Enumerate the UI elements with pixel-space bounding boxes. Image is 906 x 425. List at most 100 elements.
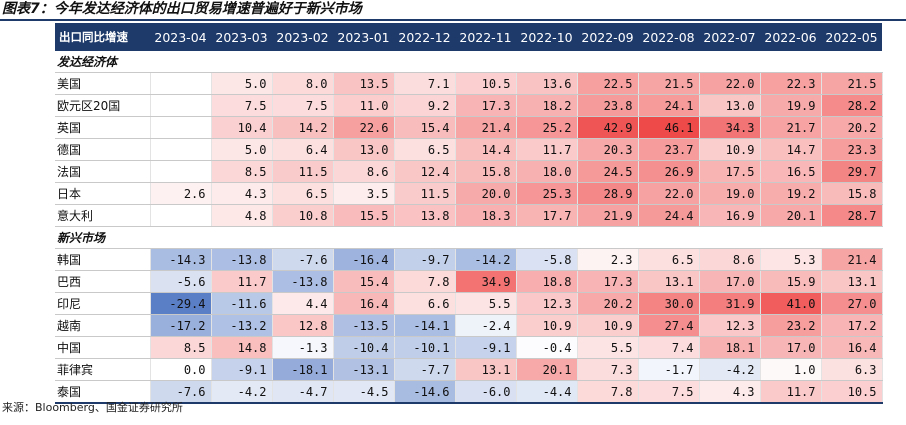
value-cell: 12.4 — [394, 160, 456, 183]
value-cell: 16.9 — [699, 204, 761, 227]
value-cell — [150, 116, 212, 139]
table-row: 菲律宾 0.0 -9.1 -18.1 -13.1 -7.7 13.1 20.1 7.3 -1.7-… — [55, 358, 883, 381]
value-cell: -1.7 — [638, 358, 700, 381]
value-cell: 21.4 — [821, 248, 883, 271]
value-cell: -9.7 — [394, 248, 456, 271]
value-cell: 10.4 — [211, 116, 273, 139]
value-cell: 16.4 — [821, 336, 883, 359]
value-cell: 7.3 — [577, 358, 639, 381]
value-cell: 14.4 — [455, 138, 517, 161]
value-cell: -7.6 — [150, 380, 212, 404]
table-row: 法国 8.5 11.5 8.6 12.4 15.8 18.0 24.5 26.9 17.5 16.5… — [55, 160, 883, 183]
value-cell: -4.2 — [699, 358, 761, 381]
value-cell: 46.1 — [638, 116, 700, 139]
value-cell: 13.8 — [394, 204, 456, 227]
value-cell: 26.9 — [638, 160, 700, 183]
header-month: 2022-11 — [455, 23, 516, 51]
value-cell: 11.0 — [333, 94, 395, 117]
value-cell: 6.3 — [821, 358, 883, 381]
section-row: 新兴市场 — [55, 226, 882, 249]
value-cell: 6.5 — [638, 248, 700, 271]
value-cell: -14.1 — [394, 314, 456, 337]
value-cell: -4.2 — [211, 380, 273, 404]
header-month: 2022-05 — [821, 23, 882, 51]
value-cell: 27.4 — [638, 314, 700, 337]
value-cell: 12.3 — [516, 292, 578, 315]
value-cell: 29.7 — [821, 160, 883, 183]
value-cell: 41.0 — [760, 292, 822, 315]
source-note: 来源：Bloomberg、国金证券研究所 — [2, 401, 183, 414]
table-row: 美国 5.0 8.0 13.5 7.1 10.5 13.6 22.5 21.5 22.0 22.3 2… — [55, 72, 883, 95]
value-cell: 21.9 — [577, 204, 639, 227]
value-cell: 10.5 — [455, 72, 517, 95]
value-cell: 18.8 — [516, 270, 578, 293]
table-row: 日本 2.6 4.3 6.5 3.5 11.5 20.0 25.3 28.9 22.0 19.0 19… — [55, 182, 883, 205]
country-label: 泰国 — [55, 380, 151, 404]
country-label: 德国 — [55, 138, 151, 161]
value-cell: -1.3 — [272, 336, 334, 359]
value-cell: 7.1 — [394, 72, 456, 95]
value-cell: 13.0 — [699, 94, 761, 117]
value-cell: 14.2 — [272, 116, 334, 139]
value-cell: -29.4 — [150, 292, 212, 315]
value-cell: 4.3 — [699, 380, 761, 404]
value-cell: 34.9 — [455, 270, 517, 293]
header-month: 2022-08 — [638, 23, 699, 51]
value-cell: 6.5 — [394, 138, 456, 161]
table-row: 德国 5.0 6.4 13.0 6.5 14.4 11.7 20.3 23.7 10.9 14.7 2… — [55, 138, 883, 161]
value-cell: -13.1 — [333, 358, 395, 381]
value-cell: 8.0 — [272, 72, 334, 95]
value-cell: 13.1 — [821, 270, 883, 293]
value-cell: -6.0 — [455, 380, 517, 404]
value-cell: 7.5 — [638, 380, 700, 404]
value-cell: 20.1 — [760, 204, 822, 227]
value-cell: 22.6 — [333, 116, 395, 139]
value-cell: 11.7 — [516, 138, 578, 161]
country-label: 意大利 — [55, 204, 151, 227]
table-row: 意大利 4.8 10.8 15.5 13.8 18.3 17.7 21.9 24.4 16.9 20… — [55, 204, 883, 227]
figure-title: 图表7：今年发达经济体的出口贸易增速普遍好于新兴市场 — [2, 1, 362, 17]
value-cell: -14.6 — [394, 380, 456, 404]
value-cell: 15.4 — [394, 116, 456, 139]
header-month: 2022-07 — [699, 23, 760, 51]
section-title: 新兴市场 — [55, 226, 882, 249]
value-cell: 9.2 — [394, 94, 456, 117]
title-rule — [0, 19, 906, 21]
value-cell: -18.1 — [272, 358, 334, 381]
value-cell: 2.6 — [150, 182, 212, 205]
value-cell: 13.6 — [516, 72, 578, 95]
value-cell: 17.7 — [516, 204, 578, 227]
section-row: 发达经济体 — [55, 51, 882, 73]
value-cell: -9.1 — [455, 336, 517, 359]
value-cell: 21.5 — [638, 72, 700, 95]
header-month: 2022-06 — [760, 23, 821, 51]
value-cell: 0.0 — [150, 358, 212, 381]
value-cell: -13.2 — [211, 314, 273, 337]
country-label: 美国 — [55, 72, 151, 95]
value-cell — [150, 94, 212, 117]
value-cell: 17.2 — [821, 314, 883, 337]
value-cell: 15.8 — [821, 182, 883, 205]
value-cell: 25.2 — [516, 116, 578, 139]
value-cell: -5.6 — [150, 270, 212, 293]
value-cell: -4.4 — [516, 380, 578, 404]
value-cell: 12.8 — [272, 314, 334, 337]
table-row: 韩国 -14.3 -13.8 -7.6 -16.4 -9.7 -14.2 -5.8 2.3 6.5… — [55, 248, 883, 271]
country-label: 韩国 — [55, 248, 151, 271]
country-label: 法国 — [55, 160, 151, 183]
value-cell: 13.1 — [455, 358, 517, 381]
value-cell: 5.3 — [760, 248, 822, 271]
value-cell: 10.9 — [516, 314, 578, 337]
value-cell: -16.4 — [333, 248, 395, 271]
value-cell: 15.9 — [760, 270, 822, 293]
value-cell: 7.8 — [394, 270, 456, 293]
value-cell: 8.6 — [333, 160, 395, 183]
value-cell: 11.5 — [394, 182, 456, 205]
table-header-row: 出口同比增速 2023-04 2023-03 2023-02 2023-01 2… — [55, 23, 882, 51]
value-cell — [150, 160, 212, 183]
table-row: 中国 8.5 14.8 -1.3 -10.4 -10.1 -9.1 -0.4 5.5 7.4 18.… — [55, 336, 883, 359]
value-cell: 4.3 — [211, 182, 273, 205]
value-cell: 14.8 — [211, 336, 273, 359]
value-cell: 10.8 — [272, 204, 334, 227]
value-cell: 19.0 — [699, 182, 761, 205]
